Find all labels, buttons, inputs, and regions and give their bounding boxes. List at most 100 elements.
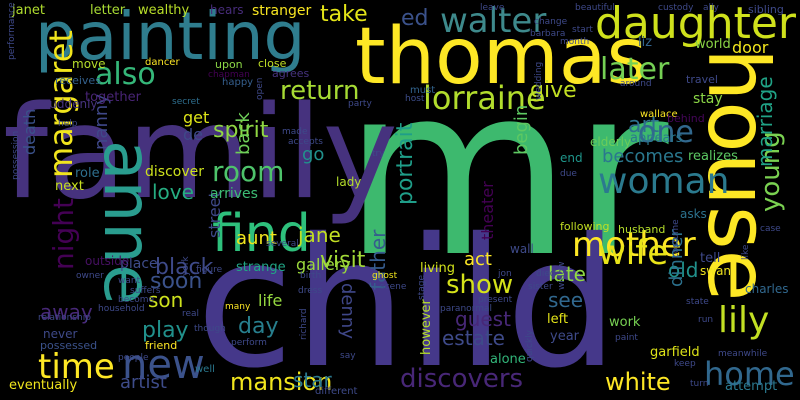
cloud-word: ed [401, 6, 429, 31]
cloud-word: time [38, 347, 115, 387]
cloud-word: paint [615, 333, 638, 343]
cloud-word: travel [686, 73, 718, 86]
cloud-word: stranger [252, 3, 312, 19]
cloud-word: costume [671, 219, 681, 258]
cloud-word: old [668, 258, 699, 282]
cloud-word: help [58, 119, 78, 129]
cloud-word: many [225, 302, 251, 312]
cloud-word: close [258, 57, 287, 70]
cloud-word: beautiful [575, 3, 615, 13]
cloud-word: richard [299, 308, 309, 340]
cloud-word: home [704, 355, 795, 393]
cloud-word: wife [598, 233, 669, 273]
cloud-word: door [732, 38, 769, 57]
cloud-word: relationship [38, 313, 91, 323]
cloud-word: different [315, 386, 358, 397]
cloud-word: life [258, 291, 283, 310]
cloud-word: night [47, 197, 80, 270]
cloud-word: denny [337, 283, 358, 339]
cloud-word: owner [76, 271, 104, 281]
cloud-word: portrait [393, 122, 418, 205]
cloud-word: quickly [525, 330, 535, 362]
cloud-word: upon [215, 58, 243, 71]
cloud-word: take [320, 2, 368, 27]
cloud-word: open [255, 77, 265, 100]
cloud-word: made [282, 127, 308, 137]
cloud-word: role [75, 166, 100, 181]
cloud-word: black [155, 255, 214, 280]
cloud-word: following [560, 220, 610, 233]
cloud-word: appears [630, 131, 683, 146]
cloud-word: charles [745, 282, 789, 296]
cloud-word: world [695, 37, 731, 52]
cloud-word: possession [11, 130, 21, 180]
cloud-word: party [348, 99, 372, 109]
cloud-word: find [212, 204, 311, 264]
cloud-word: widow [557, 261, 567, 290]
cloud-word: marriage [753, 76, 777, 167]
cloud-word: tell [700, 251, 721, 266]
cloud-word: become [118, 295, 155, 305]
cloud-word: scene [380, 282, 407, 292]
cloud-word: strange [236, 260, 286, 275]
cloud-word: birth [300, 271, 322, 281]
cloud-word: suddenly [43, 97, 98, 111]
cloud-word: wedding [534, 61, 544, 100]
cloud-word: outside [85, 254, 130, 268]
cloud-word: like [741, 244, 751, 260]
cloud-word: year [550, 329, 580, 344]
cloud-word: died [536, 269, 556, 279]
cloud-word: also [95, 57, 156, 92]
cloud-word: real [182, 309, 200, 319]
cloud-word: month [560, 37, 590, 47]
cloud-word: one [638, 115, 694, 150]
cloud-word: hears [210, 3, 244, 17]
cloud-word: late [548, 262, 586, 286]
cloud-word: start [572, 25, 593, 35]
cloud-word: run [698, 315, 714, 325]
cloud-word: day [238, 314, 279, 339]
cloud-word: discover [145, 164, 204, 180]
cloud-word: elderly [590, 135, 632, 149]
cloud-word: janet [12, 3, 45, 18]
cloud-word: never [43, 327, 78, 341]
cloud-word: state [686, 297, 709, 307]
cloud-word: visit [320, 248, 366, 273]
cloud-word: people [118, 353, 149, 363]
cloud-word: behind [667, 112, 705, 125]
cloud-word: husband [618, 223, 666, 236]
cloud-word: receives [55, 74, 101, 87]
cloud-word: friend [145, 339, 178, 352]
cloud-word: figure [196, 265, 223, 275]
cloud-word: sibling [748, 3, 784, 16]
cloud-word: later [600, 52, 670, 87]
cloud-word: host [405, 94, 425, 104]
cloud-word: household [98, 304, 145, 314]
cloud-word: play [142, 318, 189, 343]
cloud-word: lorraine [423, 79, 546, 117]
cloud-word: wall [510, 242, 534, 256]
cloud-word: accepts [288, 137, 323, 147]
cloud-word: soon [150, 269, 203, 294]
cloud-word: white [605, 368, 671, 396]
cloud-word: alone [490, 352, 526, 367]
cloud-word: begin [511, 104, 532, 155]
cloud-word: go [302, 144, 325, 165]
cloud-word: thomas [355, 12, 648, 102]
cloud-word: back [233, 112, 254, 155]
cloud-word: sister [528, 282, 553, 292]
cloud-word: ally [703, 3, 719, 13]
cloud-word: however [419, 299, 434, 355]
cloud-word: away [40, 300, 93, 324]
cloud-word: york [181, 256, 191, 276]
cloud-word: work [609, 315, 641, 330]
cloud-word: must [410, 85, 436, 96]
cloud-word: daughter [595, 0, 797, 49]
cloud-word: though [194, 324, 226, 334]
cloud-word: swan [700, 264, 732, 278]
cloud-word: asks [680, 207, 707, 221]
cloud-word: letter [90, 3, 126, 18]
cloud-word: mother [572, 225, 696, 265]
cloud-word: return [280, 76, 360, 106]
